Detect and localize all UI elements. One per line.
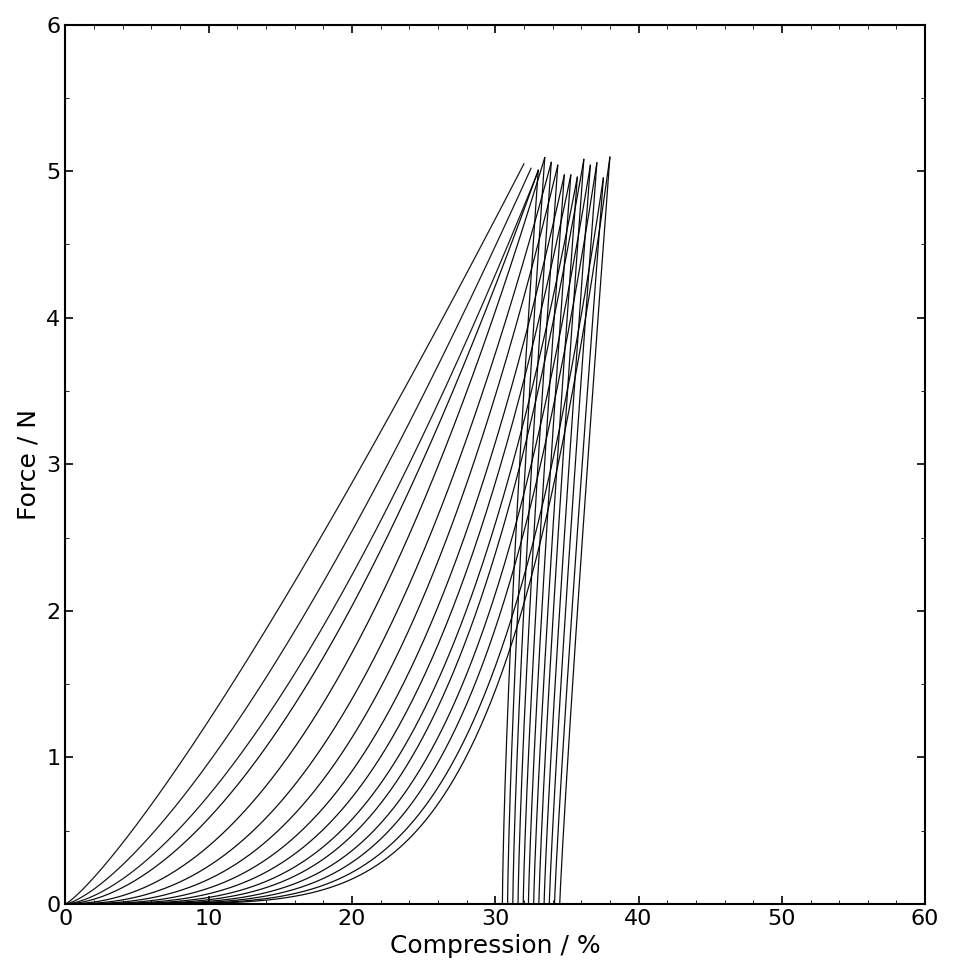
Y-axis label: Force / N: Force / N — [16, 409, 41, 520]
X-axis label: Compression / %: Compression / % — [390, 934, 600, 958]
